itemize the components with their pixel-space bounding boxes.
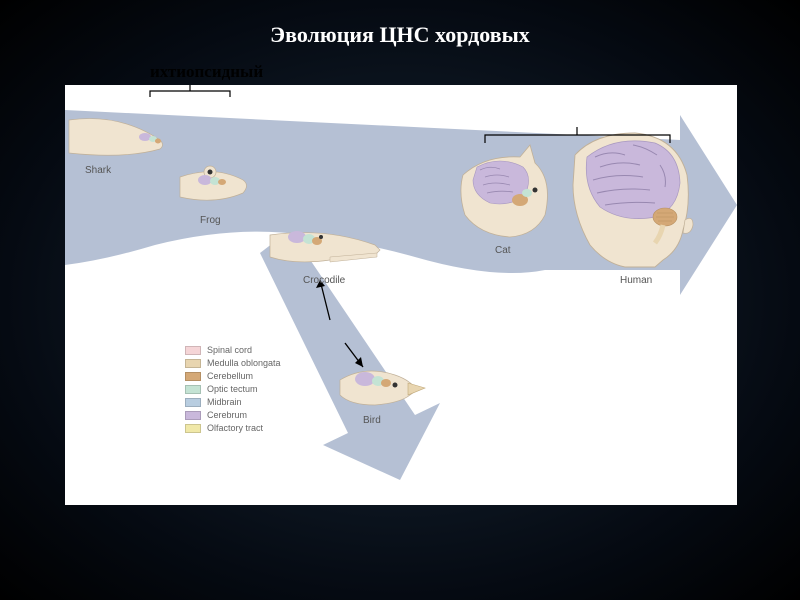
legend-label: Olfactory tract: [207, 423, 263, 433]
evolution-svg: [65, 85, 737, 505]
species-cat: Cat: [495, 245, 511, 256]
legend-label: Midbrain: [207, 397, 242, 407]
legend-label: Medulla oblongata: [207, 358, 281, 368]
species-bird: Bird: [363, 415, 381, 426]
diagram-canvas: Shark Frog Crocodile Bird Cat Human Spin…: [65, 85, 737, 505]
legend-row: Cerebellum: [185, 371, 281, 381]
species-shark: Shark: [85, 165, 111, 176]
swatch: [185, 372, 201, 381]
legend-row: Medulla oblongata: [185, 358, 281, 368]
legend-row: Cerebrum: [185, 410, 281, 420]
bracket-ichthyopsid: [150, 85, 230, 97]
branch-arrow: [260, 230, 440, 480]
swatch: [185, 424, 201, 433]
swatch: [185, 359, 201, 368]
swatch: [185, 346, 201, 355]
legend-label: Cerebellum: [207, 371, 253, 381]
legend-row: Midbrain: [185, 397, 281, 407]
legend-label: Optic tectum: [207, 384, 258, 394]
legend-row: Olfactory tract: [185, 423, 281, 433]
species-frog: Frog: [200, 215, 221, 226]
group-label-ichthyopsid: ихтиопсидный: [150, 62, 263, 82]
legend-row: Spinal cord: [185, 345, 281, 355]
species-human: Human: [620, 275, 652, 286]
bird-figure: [340, 371, 425, 405]
swatch: [185, 398, 201, 407]
legend: Spinal cord Medulla oblongata Cerebellum…: [185, 345, 281, 436]
page-title: Эволюция ЦНС хордовых: [0, 22, 800, 48]
species-crocodile: Crocodile: [303, 275, 345, 286]
legend-row: Optic tectum: [185, 384, 281, 394]
legend-label: Spinal cord: [207, 345, 252, 355]
legend-label: Cerebrum: [207, 410, 247, 420]
swatch: [185, 411, 201, 420]
swatch: [185, 385, 201, 394]
